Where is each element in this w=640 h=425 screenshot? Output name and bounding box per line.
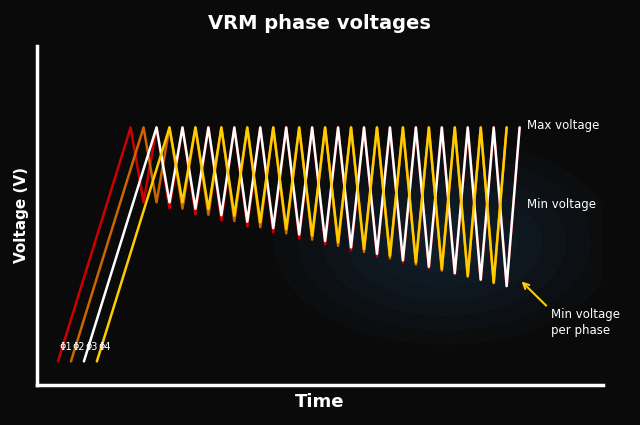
Y-axis label: Voltage (V): Voltage (V) — [14, 167, 29, 263]
Text: Φ1: Φ1 — [60, 342, 72, 352]
Text: Min voltage: Min voltage — [527, 198, 596, 211]
X-axis label: Time: Time — [295, 393, 345, 411]
Title: VRM phase voltages: VRM phase voltages — [209, 14, 431, 33]
Text: Φ2: Φ2 — [72, 342, 85, 352]
Text: Max voltage: Max voltage — [527, 119, 600, 132]
Text: Φ4: Φ4 — [99, 342, 111, 352]
Text: Min voltage
per phase: Min voltage per phase — [551, 308, 620, 337]
Text: Φ3: Φ3 — [86, 342, 98, 352]
